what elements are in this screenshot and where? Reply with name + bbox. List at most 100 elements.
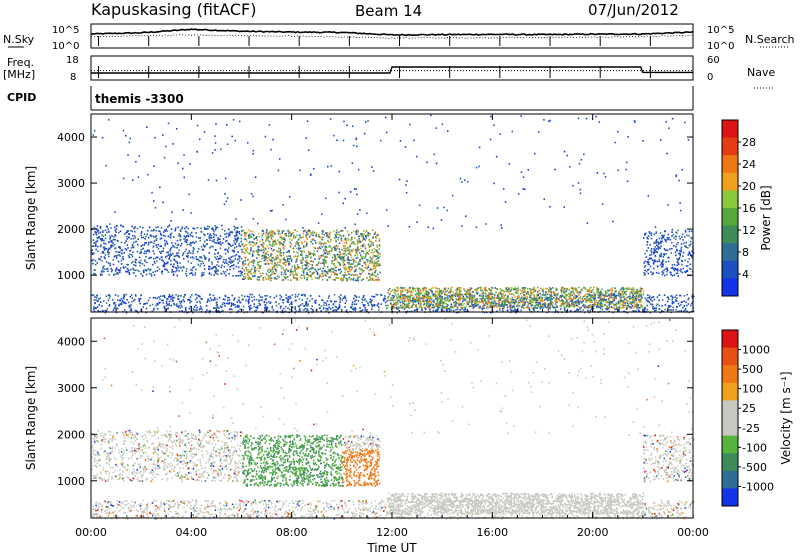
data-point [289,303,291,306]
data-point [465,292,467,295]
data-point [436,290,439,293]
data-point [606,295,609,297]
data-point [172,274,175,276]
data-point [560,296,562,298]
data-point [377,257,380,259]
data-point [277,251,280,253]
data-point [375,255,377,257]
data-point [364,307,366,309]
data-point [340,277,343,279]
data-point [455,289,457,291]
data-point [658,308,660,310]
data-point [598,294,600,296]
data-point [256,263,259,266]
data-point [636,302,638,304]
data-point [261,230,264,232]
data-point [280,296,283,298]
data-point [372,229,374,231]
data-point [575,289,577,292]
data-point [283,258,286,261]
data-point [214,256,216,259]
data-point [296,274,298,276]
data-point [630,297,632,299]
data-point [582,296,585,298]
data-point [233,247,236,249]
data-point [318,255,320,257]
data-point [199,237,202,239]
data-point [686,304,688,307]
data-point [123,252,125,254]
data-point [397,286,399,289]
data-point [166,255,168,257]
data-point [578,303,580,305]
data-point [579,300,582,303]
freq-bottom-tick: 8 [70,72,76,83]
data-point [506,309,509,312]
data-point [236,227,239,229]
data-point [155,239,158,241]
data-point [379,253,381,255]
data-point [619,298,622,301]
data-point [583,298,586,300]
data-point [554,295,557,297]
data-point [297,266,299,268]
data-point [238,242,241,245]
data-point [403,294,406,296]
data-point [248,301,250,304]
data-point [375,258,378,260]
data-point [328,303,330,306]
data-point [355,233,358,235]
data-point [238,266,240,269]
data-point [246,240,248,242]
data-point [428,288,431,291]
data-point [412,287,414,289]
data-point [452,299,454,301]
data-point [168,300,171,303]
data-point [574,310,577,312]
data-point [244,252,246,254]
data-point [622,286,624,289]
data-point [371,272,373,275]
data-point [356,229,358,231]
data-point [326,271,329,273]
data-point [163,261,166,264]
data-point [110,227,112,229]
data-point [577,300,579,303]
data-point [372,244,374,246]
data-point [352,308,355,311]
data-point [441,297,443,300]
data-point [248,278,251,280]
data-point [287,279,289,281]
data-point [430,303,432,305]
data-point [226,269,228,271]
data-point [108,297,111,299]
data-point [236,231,239,234]
data-point [280,255,282,257]
data-point [310,266,313,269]
data-point [176,254,178,257]
data-point [390,290,393,293]
data-point [284,277,287,280]
data-point [310,260,312,262]
data-point [284,263,286,265]
data-point [352,261,355,263]
data-point [441,296,443,298]
data-point [358,296,360,298]
data-point [235,275,237,277]
data-point [282,254,285,256]
data-point [356,239,359,241]
data-point [448,307,451,310]
data-point [344,249,346,251]
data-point [239,308,241,311]
noise-right-bottom-tick: 10^0 [707,41,734,52]
data-point [471,295,473,297]
data-point [577,309,580,311]
data-point [341,299,344,301]
data-point [128,304,130,307]
data-point [115,231,117,233]
data-point [231,308,233,311]
data-point [171,269,173,271]
data-point [104,247,107,250]
data-point [253,238,255,240]
data-point [678,310,681,312]
